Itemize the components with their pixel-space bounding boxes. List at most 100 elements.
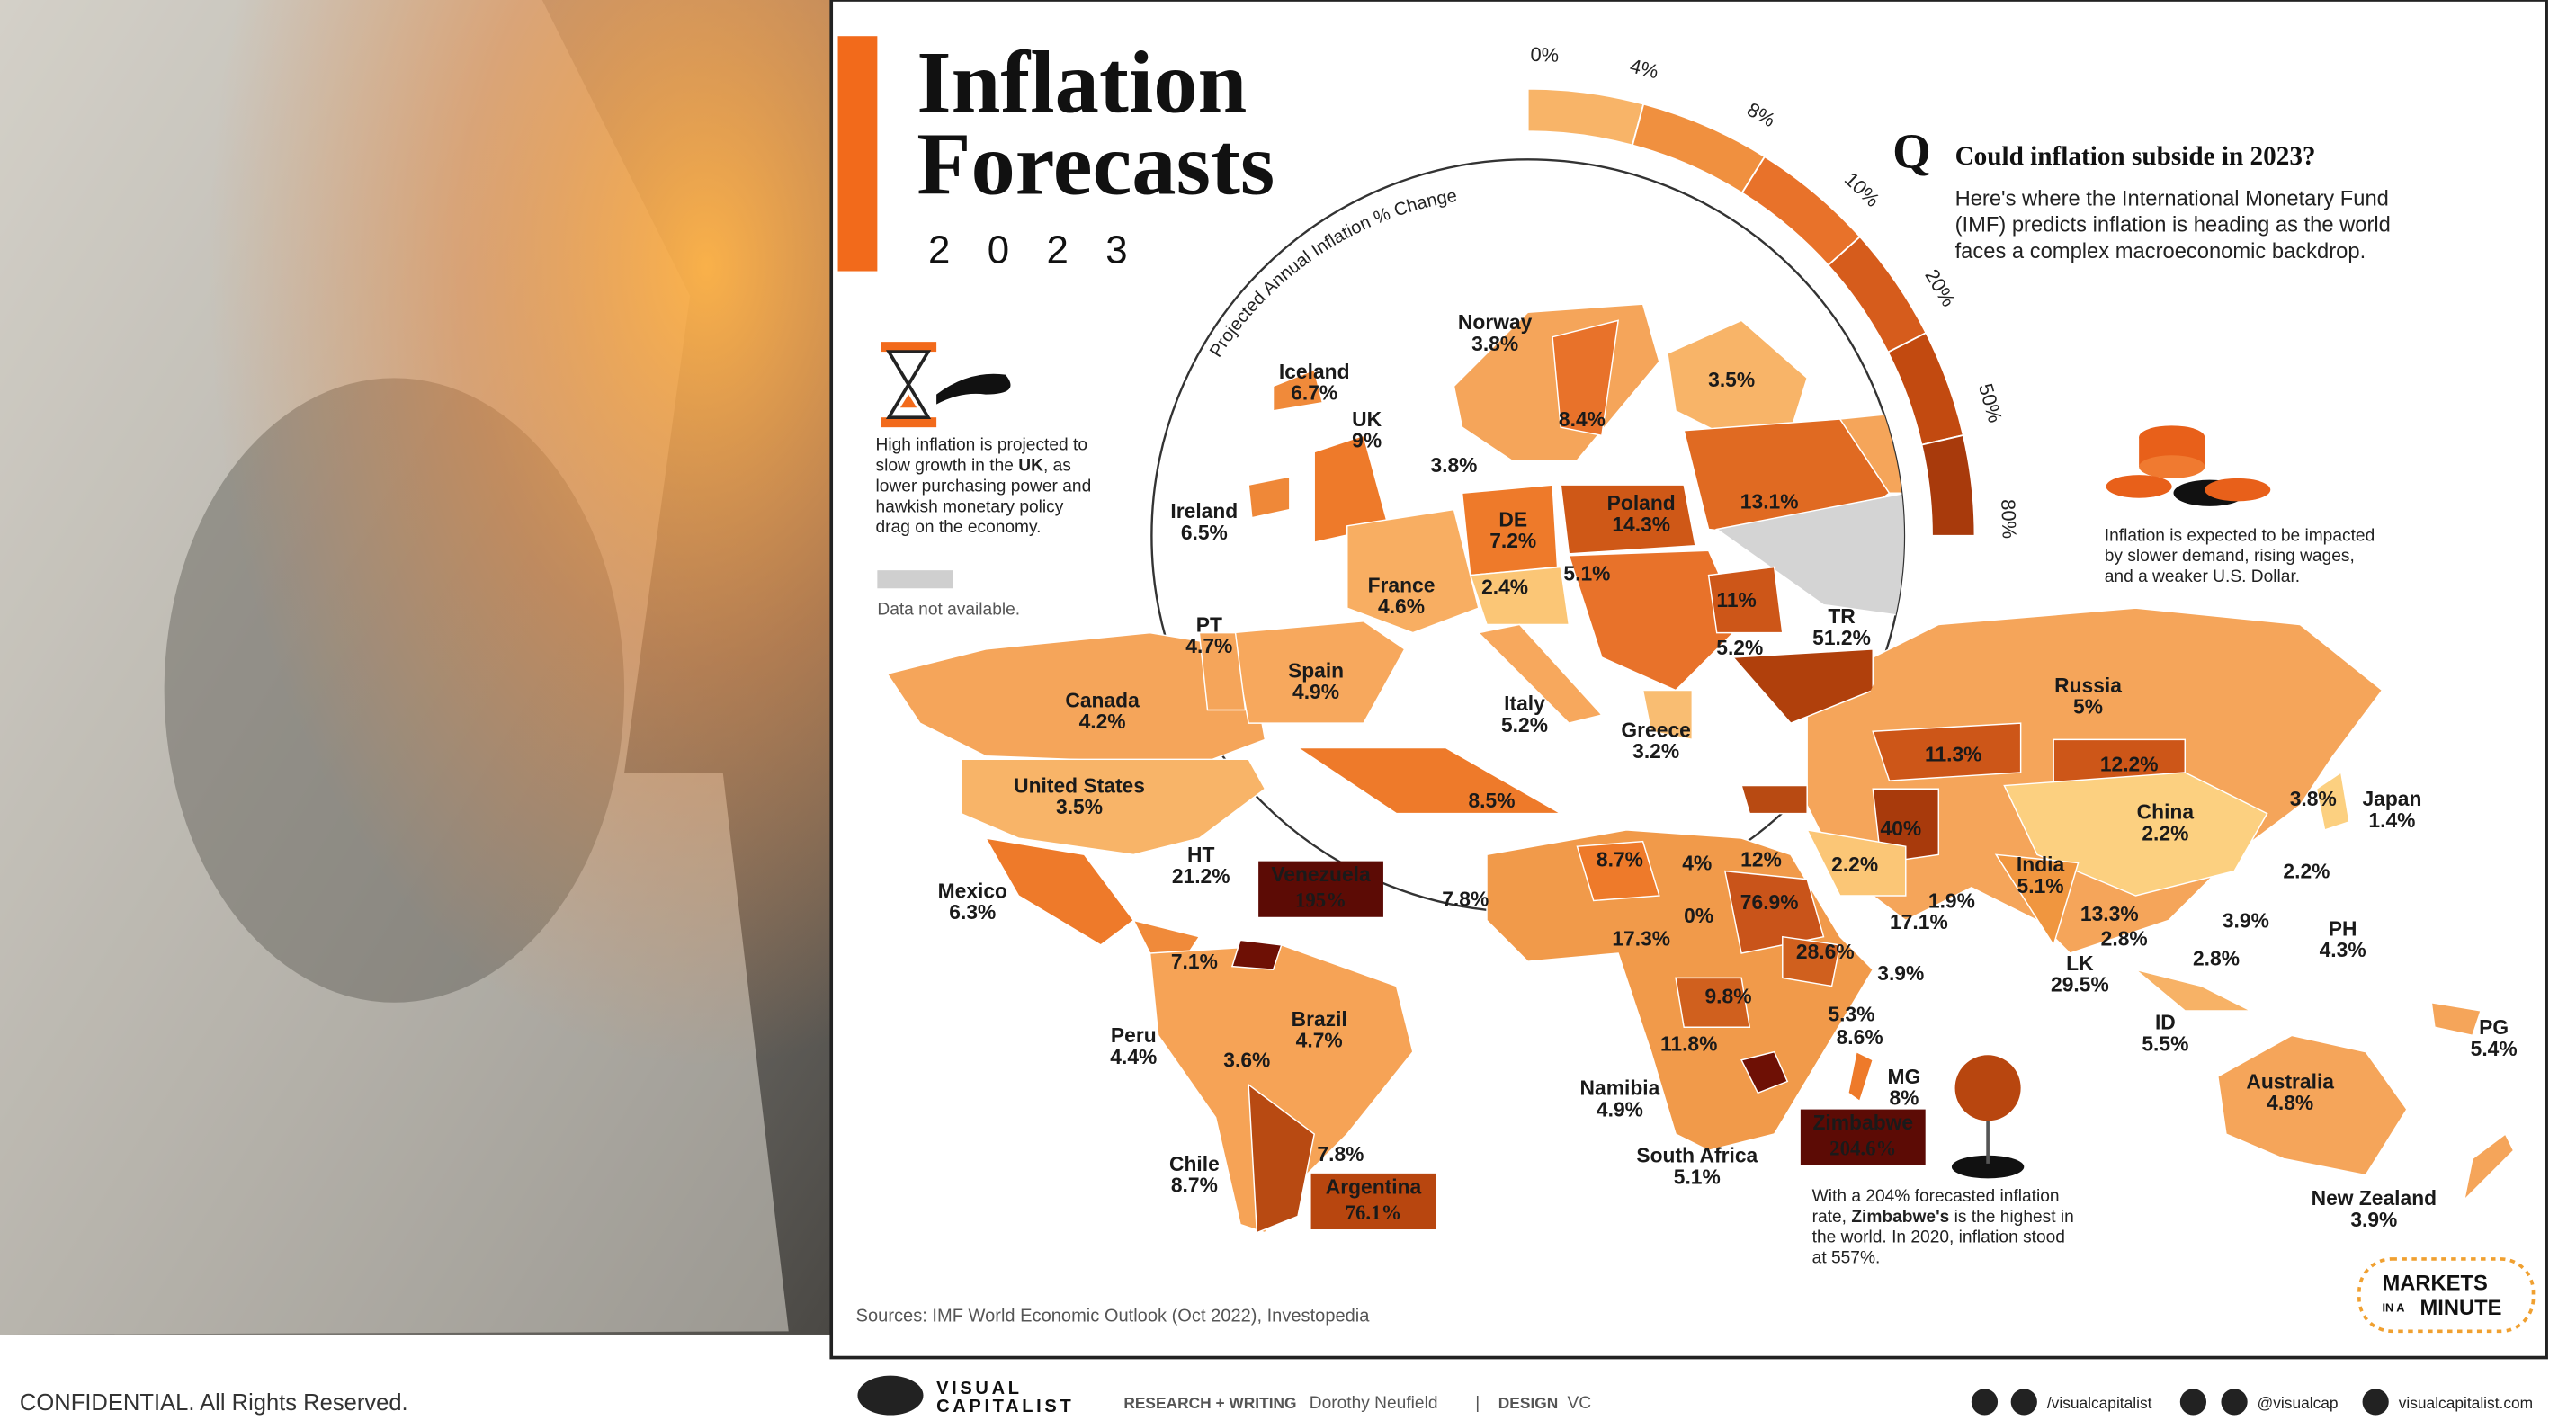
country-value: 5.1%: [1563, 562, 1610, 585]
country-name: Ireland: [1170, 499, 1238, 522]
title: Inflation: [917, 33, 1247, 131]
note-line: by slower demand, rising wages,: [2105, 547, 2355, 566]
country-value: 5.4%: [2471, 1037, 2518, 1060]
country-name: ID: [2155, 1011, 2176, 1034]
country-shape: [1231, 621, 1406, 724]
country-shape: [1198, 631, 1247, 711]
country-shape: [2315, 771, 2350, 831]
country-shape: [1477, 623, 1604, 724]
country-value: 4.4%: [1110, 1045, 1157, 1068]
country-value: 1.4%: [2368, 808, 2415, 832]
coins-icon: [2106, 425, 2271, 506]
badge-ring: [2357, 1257, 2536, 1334]
country-value: 8.6%: [1837, 1025, 1883, 1049]
country-name: New Zealand: [2312, 1186, 2437, 1210]
country-value: 2.8%: [2193, 946, 2240, 969]
country-value: 3.5%: [1056, 795, 1103, 818]
confidential: CONFIDENTIAL. All Rights Reserved.: [20, 1390, 408, 1416]
country-value: 13.3%: [2080, 902, 2139, 925]
country-shape: [1994, 853, 2080, 947]
social-icons: [1971, 1389, 2389, 1416]
country-name: Norway: [1458, 310, 1533, 334]
country-value: 7.8%: [1442, 888, 1489, 911]
map: [886, 607, 2515, 1234]
country-name: Venezuela: [1271, 862, 1371, 886]
country-name: Namibia: [1580, 1076, 1660, 1100]
note-line-part: UK: [1018, 457, 1043, 476]
intro-line: (IMF) predicts inflation is heading as t…: [1955, 213, 2391, 237]
intro-line: faces a complex macroeconomic backdrop.: [1955, 239, 2366, 263]
badge-line: MARKETS: [2382, 1272, 2487, 1296]
country-value: 40%: [1880, 817, 1921, 840]
country-value: 3.8%: [1430, 453, 1477, 477]
country-shape: [1641, 689, 1694, 741]
country-name: LK: [2066, 951, 2094, 975]
credit: Dorothy Neufield: [1310, 1394, 1438, 1413]
country-value: 21.2%: [1172, 864, 1230, 888]
country-shape: [1707, 566, 1784, 634]
country-name: South Africa: [1636, 1144, 1758, 1167]
country-value: 8%: [1889, 1086, 1919, 1110]
country-name: Greece: [1621, 718, 1690, 741]
country-value: 3.8%: [1471, 332, 1518, 355]
country-value: 17.3%: [1612, 926, 1670, 950]
country-name: PH: [2329, 916, 2357, 940]
country-value: 4.7%: [1185, 634, 1232, 657]
country-value: 12%: [1740, 848, 1782, 871]
year: 2 0 2 3: [928, 228, 1140, 272]
country-value: 4.9%: [1597, 1097, 1643, 1121]
note-line-part: Zimbabwe's: [1851, 1208, 1949, 1227]
country-value: 2.4%: [1481, 575, 1528, 598]
country-value: 3.9%: [1877, 961, 1924, 985]
credit: DESIGN: [1498, 1394, 1558, 1412]
country-name: Canada: [1065, 688, 1140, 711]
country-shape: [1560, 484, 1696, 555]
country-value: 28.6%: [1796, 940, 1855, 963]
country-value: 4.7%: [1296, 1029, 1343, 1052]
note-line: rate, Zimbabwe's is the highest in: [1812, 1208, 2074, 1227]
country-shape: [1847, 1050, 1874, 1103]
country-name: Brazil: [1292, 1007, 1347, 1031]
country-shape: [1805, 828, 1907, 897]
country-name: China: [2137, 800, 2195, 824]
country-value: 3.8%: [2290, 787, 2337, 810]
country-value: 3.2%: [1632, 739, 1679, 763]
country-value: 76.9%: [1740, 890, 1799, 914]
country-value: 12.2%: [2100, 753, 2159, 776]
country-value: 5%: [2073, 695, 2103, 719]
country-shape: [1248, 1083, 1316, 1234]
country-value: 4.9%: [1292, 680, 1339, 703]
country-value: 4.2%: [1079, 710, 1126, 733]
note-line-part: slow growth in the: [876, 457, 1019, 476]
no-data-swatch: [877, 570, 953, 589]
country-shape: [1568, 549, 1742, 692]
country-value: 17.1%: [1890, 910, 1948, 933]
no-data-label: Data not available.: [877, 600, 1020, 619]
country-value: 7.8%: [1317, 1142, 1364, 1165]
country-value: 4.6%: [1378, 594, 1425, 618]
country-value: 3.9%: [2350, 1208, 2397, 1231]
credit: |: [1475, 1394, 1480, 1413]
social-handle: /visualcapitalist: [2047, 1394, 2152, 1412]
country-value: 5.1%: [1674, 1165, 1721, 1188]
country-shape: [2217, 1034, 2408, 1176]
hourglass-icon: [881, 342, 1011, 428]
accent-bar: [837, 36, 878, 272]
country-name: Russia: [2054, 674, 2122, 697]
logo-line: VISUAL: [936, 1379, 1023, 1398]
country-shape: [960, 758, 1266, 856]
question: Could inflation subside in 2023?: [1955, 142, 2316, 171]
country-name: United States: [1014, 773, 1145, 797]
country-name: Italy: [1504, 692, 1545, 715]
country-shape: [1230, 939, 1283, 971]
country-shape: [1346, 508, 1480, 634]
country-value: 5.2%: [1716, 636, 1763, 659]
intro-line: Here's where the International Monetary …: [1955, 186, 2389, 210]
country-shape: [1248, 476, 1291, 519]
legend-tick: 0%: [1530, 43, 1560, 67]
country-name: Japan: [2362, 787, 2421, 810]
europe-map: [1198, 303, 1904, 815]
country-value: 11%: [1716, 588, 1756, 612]
note-line: lower purchasing power and: [876, 477, 1092, 496]
country-value: 2.2%: [2283, 859, 2330, 882]
